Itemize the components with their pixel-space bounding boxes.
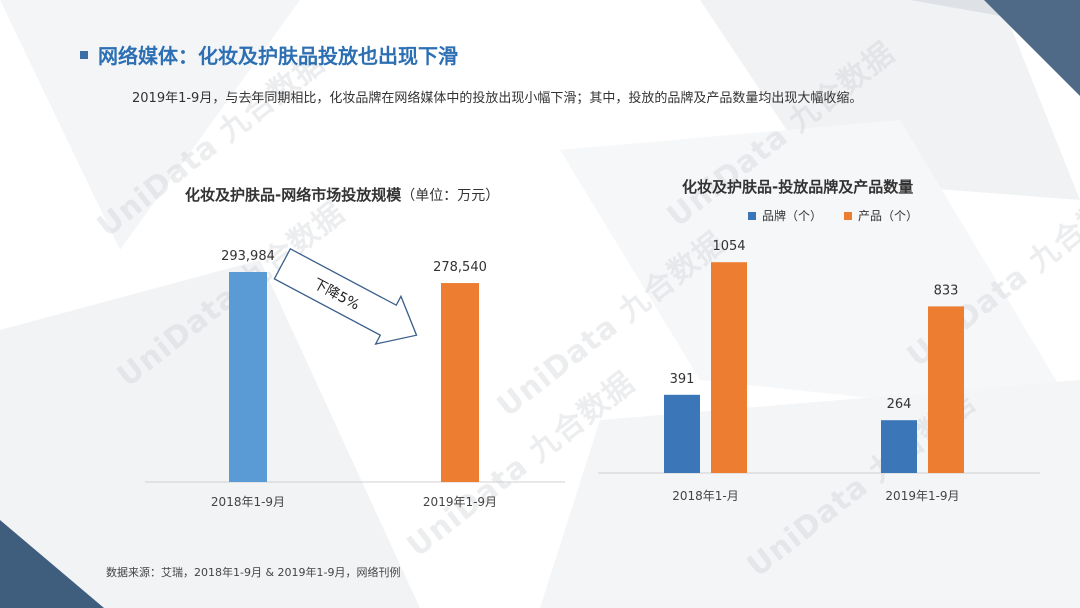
chart2-data-label: 833 [934, 283, 959, 298]
legend-label-brands: 品牌（个） [762, 209, 823, 223]
chart1-title-unit: （单位：万元） [401, 188, 500, 204]
data-source-note: 数据来源：艾瑞，2018年1-9月 & 2019年1-9月，网络刊例 [106, 566, 401, 579]
legend-swatch-brands [748, 211, 756, 220]
title-bullet [80, 50, 88, 59]
chart1-decrease-arrow: 下降5% [273, 247, 418, 345]
legend-item-products: 产品（个） [844, 207, 918, 224]
corner-accent-bottom-left [0, 520, 104, 608]
chart2-bar [664, 394, 700, 473]
chart1-category-label: 2018年1-9月 [211, 495, 285, 509]
legend-item-brands: 品牌（个） [748, 207, 822, 224]
chart1-arrow-shape [273, 247, 418, 345]
chart1-bar [229, 272, 267, 482]
chart1-title-text: 化妆及护肤品-网络市场投放规模 [185, 186, 402, 204]
chart2-bar [711, 262, 747, 473]
corner-accent-top-right [984, 0, 1080, 96]
chart1-category-label: 2019年1-9月 [423, 495, 497, 509]
page-subtitle: 2019年1-9月，与去年同期相比，化妆品牌在网络媒体中的投放出现小幅下滑；其中… [132, 91, 863, 106]
chart2-title: 化妆及护肤品-投放品牌及产品数量 [682, 178, 914, 196]
chart2-bar [881, 420, 917, 473]
chart1-data-label: 293,984 [221, 249, 275, 264]
chart2-data-label: 391 [670, 372, 695, 387]
chart2-data-label: 1054 [712, 239, 745, 254]
chart1-data-label: 278,540 [433, 260, 487, 275]
chart2-legend: 品牌（个） 产品（个） [748, 207, 918, 224]
chart2-bar [928, 306, 964, 473]
chart2-data-label: 264 [887, 397, 912, 412]
chart1-bar [441, 283, 479, 482]
chart1-title: 化妆及护肤品-网络市场投放规模（单位：万元） [185, 184, 499, 205]
legend-swatch-products [844, 211, 853, 220]
chart2-category-label: 2019年1-9月 [885, 489, 959, 503]
chart2-category-label: 2018年1-月 [672, 489, 739, 503]
legend-label-products: 产品（个） [858, 209, 919, 223]
page-title-row: 网络媒体：化妆及护肤品投放也出现下滑 [80, 40, 458, 69]
page-title: 网络媒体：化妆及护肤品投放也出现下滑 [98, 44, 458, 68]
